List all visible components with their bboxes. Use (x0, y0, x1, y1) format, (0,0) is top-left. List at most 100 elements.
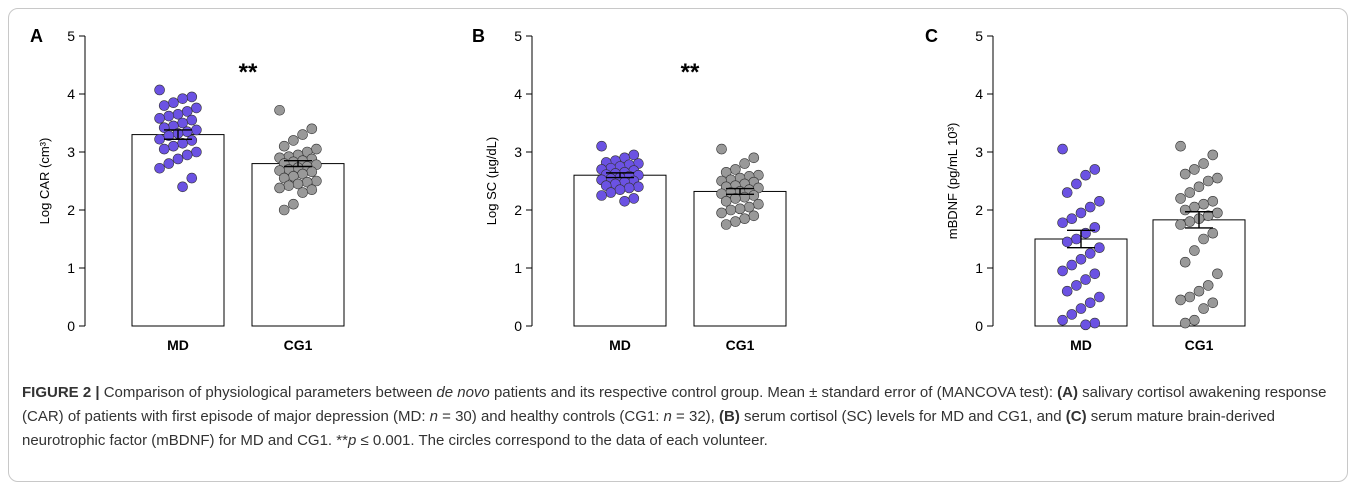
data-point-md (1066, 309, 1078, 320)
data-point-cg1 (725, 204, 737, 216)
data-point-md (1075, 207, 1087, 219)
data-point-cg1 (1184, 216, 1196, 227)
y-axis-label: Log CAR (cm³) (37, 138, 52, 225)
data-point-cg1 (1198, 233, 1209, 245)
data-point-cg1 (1175, 140, 1186, 152)
significance-marker: ** (681, 59, 700, 86)
data-point-md (605, 187, 617, 198)
data-point-md (1080, 319, 1091, 331)
data-point-cg1 (1193, 285, 1205, 297)
data-point-md (1061, 236, 1073, 248)
data-point-cg1 (297, 129, 308, 140)
data-point-md (163, 130, 175, 142)
data-point-cg1 (748, 210, 760, 222)
data-point-cg1 (306, 123, 318, 135)
y-tick-label: 4 (67, 86, 75, 102)
data-point-md (154, 113, 165, 124)
panel-letter: A (30, 26, 43, 46)
data-point-md (181, 149, 193, 161)
data-point-cg1 (1189, 164, 1200, 175)
caption-text: ≤ 0.001. The circles correspond to the d… (356, 432, 768, 449)
data-point-cg1 (748, 190, 760, 201)
data-point-cg1 (288, 198, 299, 210)
data-point-cg1 (748, 152, 760, 164)
category-label: MD (1070, 337, 1092, 350)
y-tick-label: 1 (975, 260, 983, 276)
data-point-md (172, 109, 184, 120)
data-point-md (1094, 242, 1105, 253)
data-point-md (1066, 213, 1078, 224)
data-point-cg1 (1189, 201, 1200, 213)
caption-italic: p (347, 432, 357, 449)
data-point-md (154, 162, 165, 174)
caption-italic: n (429, 408, 438, 425)
data-point-md (181, 126, 193, 137)
data-point-md (1061, 285, 1073, 297)
data-point-cg1 (1202, 280, 1214, 291)
data-point-cg1 (1202, 175, 1214, 187)
y-tick-label: 1 (514, 260, 522, 276)
data-point-cg1 (306, 166, 318, 178)
data-point-md (177, 93, 188, 104)
y-tick-label: 3 (514, 144, 522, 160)
data-point-md (1084, 248, 1096, 259)
data-point-cg1 (297, 187, 308, 198)
data-point-md (633, 181, 644, 193)
data-point-md (1057, 265, 1068, 277)
data-point-cg1 (1207, 149, 1219, 161)
y-axis-label: mBDNF (pg/mL 10³) (945, 123, 960, 240)
data-point-md (1080, 169, 1091, 181)
y-tick-label: 3 (975, 144, 983, 160)
data-point-md (623, 182, 635, 194)
data-point-md (1080, 274, 1091, 285)
data-point-md (628, 193, 640, 204)
data-point-md (158, 100, 170, 111)
data-point-md (628, 149, 640, 161)
data-point-cg1 (739, 158, 750, 169)
data-point-cg1 (311, 143, 322, 155)
data-point-cg1 (716, 143, 727, 155)
data-point-md (191, 102, 202, 114)
caption-text: Comparison of physiological parameters b… (99, 384, 437, 401)
data-point-cg1 (720, 219, 732, 230)
data-point-md (181, 106, 193, 117)
data-point-cg1 (1212, 172, 1223, 184)
caption-text: patients and its respective control grou… (489, 384, 1058, 401)
data-point-md (1071, 178, 1082, 190)
data-point-md (163, 158, 175, 169)
y-tick-label: 2 (67, 202, 75, 218)
data-point-cg1 (1189, 245, 1200, 256)
significance-marker: ** (239, 59, 258, 86)
data-point-cg1 (311, 175, 322, 187)
data-point-cg1 (1207, 227, 1219, 239)
category-label: CG1 (284, 337, 313, 350)
data-point-md (186, 135, 198, 146)
data-point-md (1089, 317, 1101, 329)
figure-frame (8, 8, 1348, 482)
data-point-md (1057, 217, 1068, 229)
category-label: CG1 (1185, 337, 1214, 350)
data-point-cg1 (283, 180, 295, 191)
figure-panels: A 0 1 2 3 4 5 Log CAR (cm³) MD CG1 ** B 0 1 2 3 4 5 Log SC… (30, 26, 1246, 350)
data-point-cg1 (1175, 294, 1186, 306)
caption-italic: n (663, 408, 672, 425)
data-point-md (1061, 187, 1073, 198)
data-point-md (596, 190, 607, 201)
data-point-md (1066, 259, 1078, 271)
data-point-md (177, 181, 188, 193)
data-point-cg1 (716, 207, 727, 219)
y-tick-label: 2 (975, 202, 983, 218)
data-point-md (1084, 201, 1096, 213)
data-point-md (177, 117, 188, 129)
data-point-cg1 (288, 135, 299, 146)
data-point-cg1 (730, 164, 741, 175)
data-point-md (186, 91, 198, 103)
data-point-md (596, 140, 607, 152)
panel-letter: B (472, 26, 485, 46)
y-tick-label: 5 (975, 28, 983, 44)
data-point-cg1 (1198, 158, 1209, 169)
caption-text: = 32), (671, 408, 719, 425)
data-point-cg1 (1179, 256, 1191, 268)
data-point-cg1 (743, 201, 755, 213)
caption-text: serum cortisol (SC) levels for MD and CG… (739, 408, 1066, 425)
